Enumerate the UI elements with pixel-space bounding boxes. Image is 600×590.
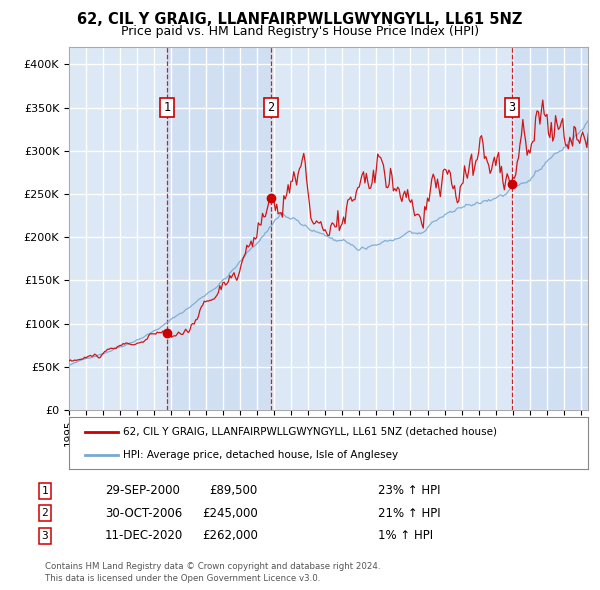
Text: 11-DEC-2020: 11-DEC-2020: [105, 529, 183, 542]
Text: 62, CIL Y GRAIG, LLANFAIRPWLLGWYNGYLL, LL61 5NZ: 62, CIL Y GRAIG, LLANFAIRPWLLGWYNGYLL, L…: [77, 12, 523, 27]
Text: This data is licensed under the Open Government Licence v3.0.: This data is licensed under the Open Gov…: [45, 574, 320, 583]
Text: 21% ↑ HPI: 21% ↑ HPI: [378, 507, 440, 520]
Text: 2: 2: [41, 509, 49, 518]
Text: 62, CIL Y GRAIG, LLANFAIRPWLLGWYNGYLL, LL61 5NZ (detached house): 62, CIL Y GRAIG, LLANFAIRPWLLGWYNGYLL, L…: [124, 427, 497, 437]
Text: 1: 1: [164, 101, 171, 114]
Text: 1% ↑ HPI: 1% ↑ HPI: [378, 529, 433, 542]
Text: £245,000: £245,000: [202, 507, 258, 520]
Text: 3: 3: [508, 101, 515, 114]
Text: HPI: Average price, detached house, Isle of Anglesey: HPI: Average price, detached house, Isle…: [124, 450, 398, 460]
Text: Contains HM Land Registry data © Crown copyright and database right 2024.: Contains HM Land Registry data © Crown c…: [45, 562, 380, 571]
Text: 2: 2: [268, 101, 275, 114]
Text: 1: 1: [41, 486, 49, 496]
Text: 30-OCT-2006: 30-OCT-2006: [105, 507, 182, 520]
Text: 3: 3: [41, 531, 49, 540]
Text: £262,000: £262,000: [202, 529, 258, 542]
Bar: [167, 47, 271, 410]
Text: 29-SEP-2000: 29-SEP-2000: [105, 484, 180, 497]
Text: £89,500: £89,500: [210, 484, 258, 497]
Text: Price paid vs. HM Land Registry's House Price Index (HPI): Price paid vs. HM Land Registry's House …: [121, 25, 479, 38]
Text: 23% ↑ HPI: 23% ↑ HPI: [378, 484, 440, 497]
Bar: [512, 47, 588, 410]
